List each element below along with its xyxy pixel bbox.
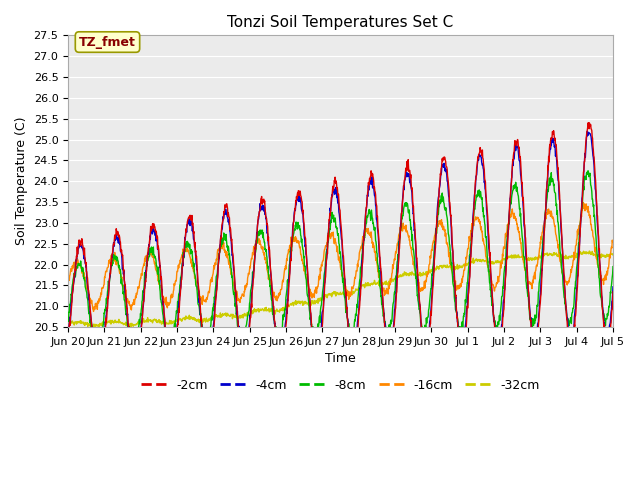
- Title: Tonzi Soil Temperatures Set C: Tonzi Soil Temperatures Set C: [227, 15, 454, 30]
- Legend: -2cm, -4cm, -8cm, -16cm, -32cm: -2cm, -4cm, -8cm, -16cm, -32cm: [136, 374, 545, 397]
- Y-axis label: Soil Temperature (C): Soil Temperature (C): [15, 117, 28, 245]
- Text: TZ_fmet: TZ_fmet: [79, 36, 136, 48]
- X-axis label: Time: Time: [325, 352, 356, 365]
